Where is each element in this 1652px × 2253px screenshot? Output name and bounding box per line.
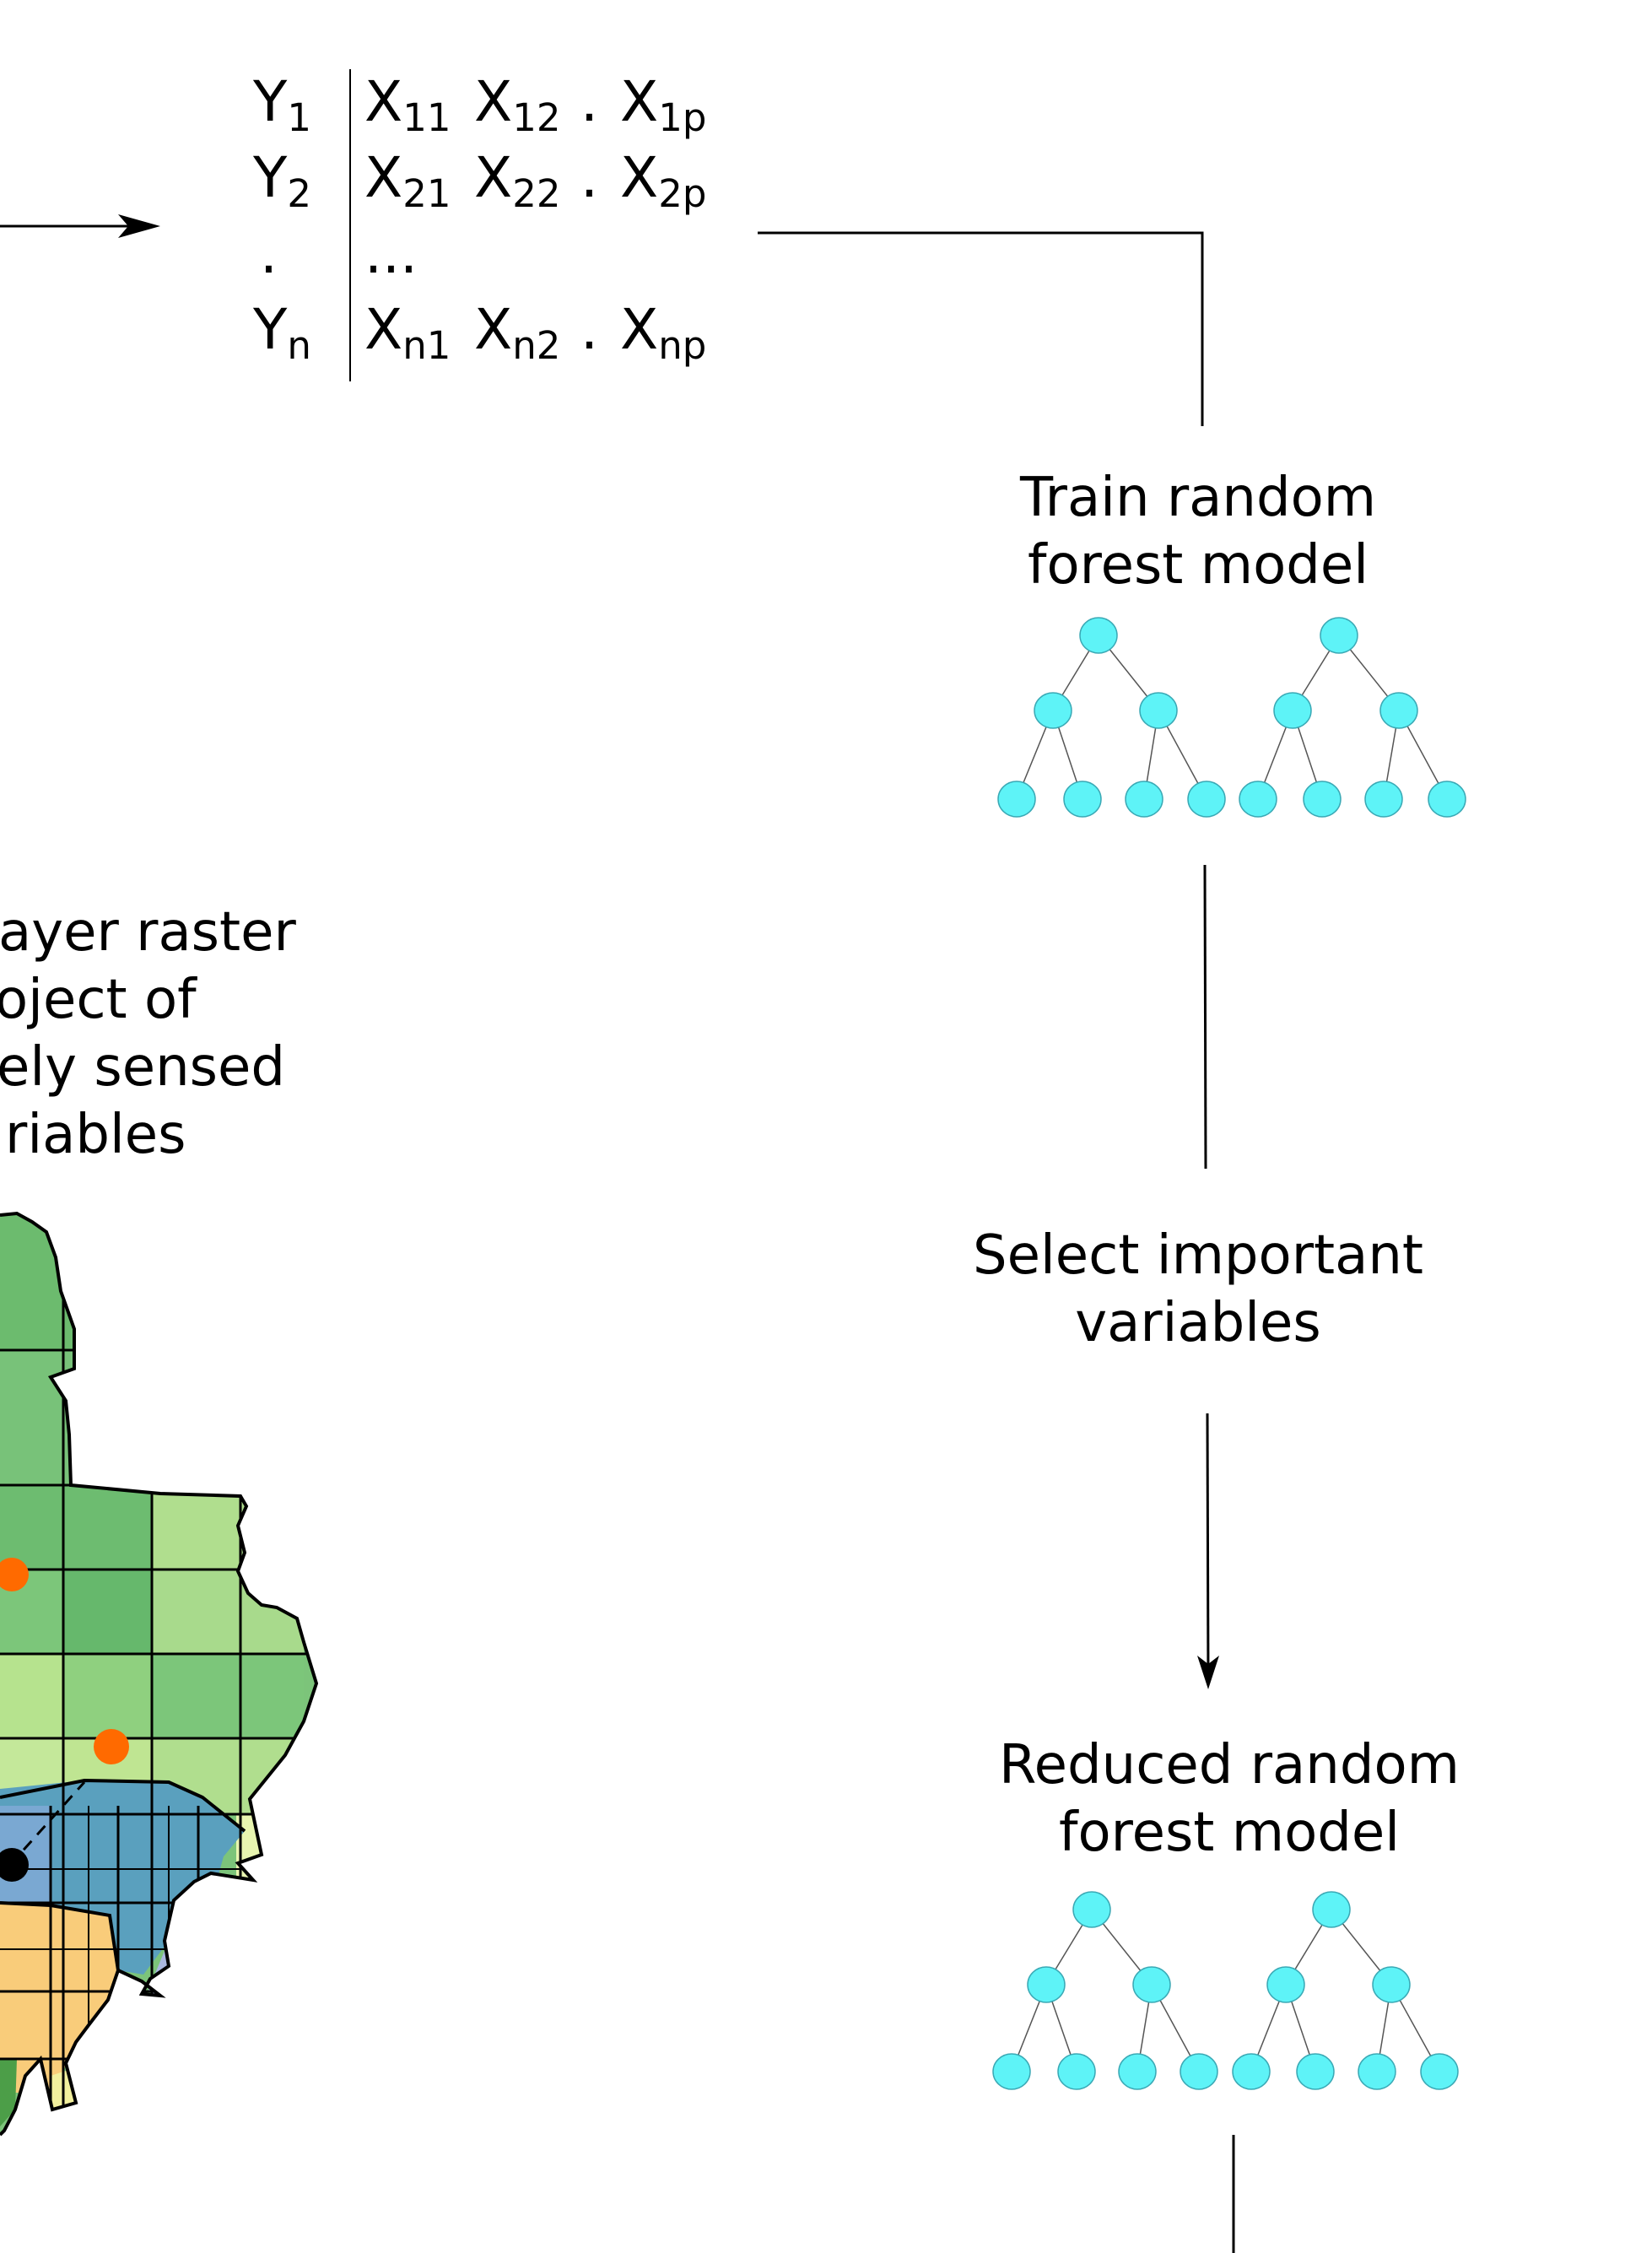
sample-point-orange	[0, 1558, 29, 1591]
response-label: Yn	[253, 297, 311, 368]
tree-node	[1034, 692, 1072, 729]
train-model-label: Train random forest model	[1019, 467, 1377, 597]
tree-node	[1125, 781, 1163, 818]
matrix-cell: Xnp	[620, 297, 707, 368]
tree-node	[1320, 617, 1358, 654]
response-label: Y2	[253, 145, 311, 216]
response-label: Y1	[253, 69, 311, 140]
tree-node	[1372, 1966, 1411, 2003]
tree-node	[1063, 781, 1102, 818]
sample-point-black	[0, 1848, 29, 1882]
tree-node	[1180, 2053, 1218, 2090]
matrix-cell: X2p	[620, 145, 707, 216]
tree-node	[1232, 2053, 1271, 2090]
raster-stack-label: ayer raster oject of ely sensed riables	[0, 901, 296, 1166]
tree-node	[1027, 1966, 1066, 2003]
matrix-cell: .	[580, 145, 598, 210]
matrix-cell: Xn2	[474, 297, 561, 368]
tree-node	[992, 2053, 1031, 2090]
tree-node	[1132, 1966, 1171, 2003]
tree-node	[1296, 2053, 1335, 2090]
matrix-cell: X1p	[620, 69, 707, 140]
connector-matrix-train	[758, 231, 1204, 426]
tree-node	[1312, 1891, 1351, 1928]
matrix-cell: Xn1	[364, 297, 451, 368]
tree-node	[1428, 781, 1466, 818]
reduced-model-label: Reduced random forest model	[999, 1734, 1460, 1864]
select-variables-label: Select important variables	[973, 1224, 1423, 1354]
tree-node	[1079, 617, 1118, 654]
tree-node	[997, 781, 1036, 818]
tree-node	[1358, 2053, 1396, 2090]
tree-node	[1379, 692, 1418, 729]
connector-train-select	[1203, 864, 1207, 1170]
sample-point-orange	[94, 1729, 129, 1764]
matrix-cell: X11	[364, 69, 451, 140]
tree-node	[1273, 692, 1312, 729]
matrix-cell: .	[580, 69, 598, 134]
raster-map	[0, 1211, 319, 2137]
forest-icon-reduced	[992, 1891, 1459, 2090]
map-dashed-line	[8, 1780, 86, 1867]
tree-node	[1239, 781, 1277, 818]
matrix-cell: X21	[364, 145, 451, 216]
tree-node	[1364, 781, 1403, 818]
response-label: .	[260, 221, 278, 286]
matrix-cell: X22	[474, 145, 561, 216]
tree-node	[1303, 781, 1342, 818]
tree-node	[1420, 2053, 1459, 2090]
arrow-select-reduced-head	[1197, 1656, 1219, 1689]
tree-node	[1187, 781, 1226, 818]
tree-node	[1072, 1891, 1111, 1928]
matrix-cell: ...	[364, 221, 418, 286]
tree-node	[1266, 1966, 1305, 2003]
tree-node	[1057, 2053, 1096, 2090]
tree-node	[1139, 692, 1178, 729]
matrix-cell: .	[580, 297, 598, 362]
arrow-to-matrix-head	[118, 214, 160, 238]
forest-icon-train	[997, 617, 1466, 818]
arrow-select-reduced	[1206, 1413, 1210, 1680]
matrix-cell: X12	[474, 69, 561, 140]
tree-node	[1118, 2053, 1157, 2090]
